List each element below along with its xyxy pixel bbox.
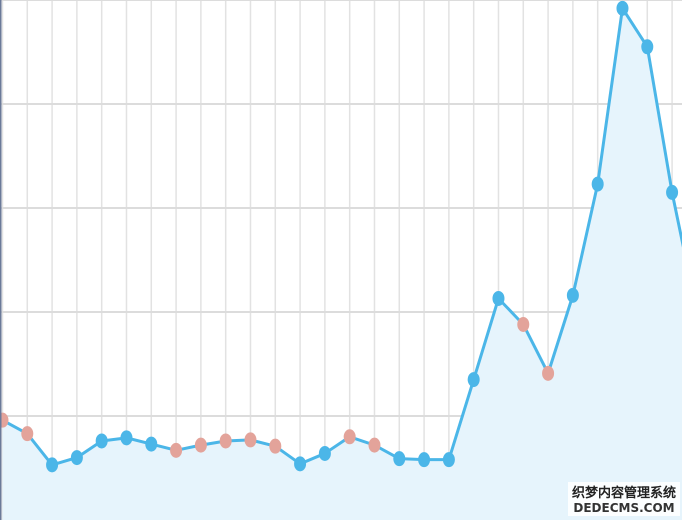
point [343,429,356,445]
point [318,445,331,461]
watermark-bg [568,482,680,516]
point [219,433,232,449]
point [442,452,455,468]
point [21,426,34,442]
point [244,432,257,448]
point [616,0,629,16]
watermark-url: DEDECMS.COM [573,501,674,515]
point [120,430,133,446]
area [2,8,682,520]
watermark: 织梦内容管理系统 [572,485,676,501]
point [467,372,480,388]
point [269,438,282,454]
point [641,39,654,55]
point [542,365,555,381]
point [591,176,604,192]
point [517,316,530,332]
point [492,290,505,306]
point [70,450,83,466]
point [145,436,158,452]
point [46,457,59,473]
point [95,433,108,449]
point [194,437,207,453]
point [666,184,679,200]
point [170,442,183,458]
point [294,456,307,472]
point [0,412,9,428]
point [393,451,406,467]
point [418,452,431,468]
point [368,437,381,453]
point [566,287,579,303]
